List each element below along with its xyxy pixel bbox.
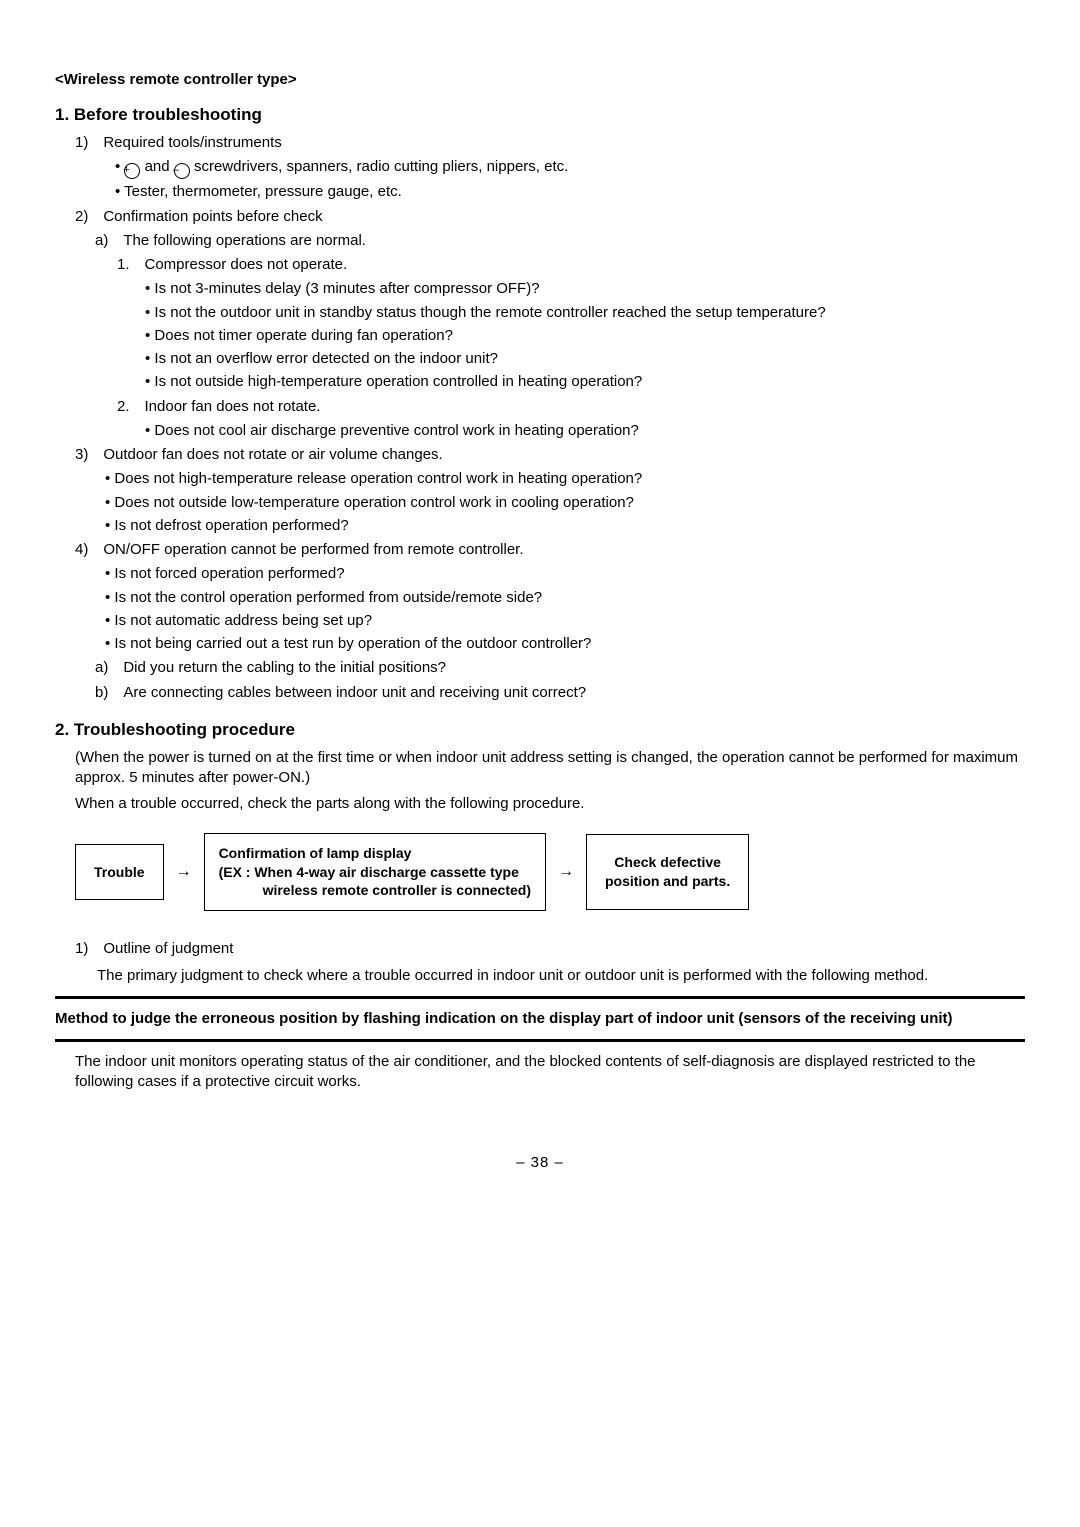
method-para: The indoor unit monitors operating statu… [75,1052,1025,1093]
b1-mid: and [140,158,173,175]
flow-box-check: Check defective position and parts. [586,834,749,910]
s1-3-b1: • Does not high-temperature release oper… [55,469,1025,489]
s1-item-2a-2: 2. Indoor fan does not rotate. [55,397,1025,417]
flow-diagram: Trouble → Confirmation of lamp display (… [75,833,1025,912]
b1-post: screwdrivers, spanners, radio cutting pl… [190,158,569,175]
flow-box-trouble: Trouble [75,844,164,901]
method-title: Method to judge the erroneous position b… [55,1009,1025,1029]
s1-3-b2: • Does not outside low-temperature opera… [55,493,1025,513]
s2-para-1: (When the power is turned on at the firs… [75,748,1025,789]
flow-box2-l3: wireless remote controller is connected) [219,881,531,900]
wireless-title: <Wireless remote controller type> [55,70,1025,90]
arrow-icon-1: → [176,861,192,883]
s2-item-1: 1) Outline of judgment [55,939,1025,959]
s1-item-4: 4) ON/OFF operation cannot be performed … [55,540,1025,560]
s1-item-2a-1: 1. Compressor does not operate. [55,255,1025,275]
arrow-icon-2: → [558,861,574,883]
s1-item-1-bullet-2: • Tester, thermometer, pressure gauge, e… [55,182,1025,202]
s1-3-b3: • Is not defrost operation performed? [55,516,1025,536]
flow-box3-l2: position and parts. [605,872,730,891]
s2-para-2: When a trouble occurred, check the parts… [75,794,1025,814]
page-number: – 38 – [55,1153,1025,1173]
s1-4-b1: • Is not forced operation performed? [55,564,1025,584]
s1-2a1-b2: • Is not the outdoor unit in standby sta… [55,303,1025,323]
divider-bottom [55,1039,1025,1042]
s1-2a2-b1: • Does not cool air discharge preventive… [55,421,1025,441]
flow-box2-l2: (EX : When 4-way air discharge cassette … [219,863,531,882]
s1-item-1: 1) Required tools/instruments [55,133,1025,153]
plus-icon: + [124,163,140,179]
s1-2a1-b5: • Is not outside high-temperature operat… [55,372,1025,392]
s1-4-b3: • Is not automatic address being set up? [55,611,1025,631]
flow-box3-l1: Check defective [605,853,730,872]
section-1-heading: 1. Before troubleshooting [55,104,1025,127]
minus-icon: – [174,163,190,179]
s2-item-1-para: The primary judgment to check where a tr… [97,966,1025,986]
section-2-heading: 2. Troubleshooting procedure [55,719,1025,742]
s1-item-2: 2) Confirmation points before check [55,207,1025,227]
s1-item-1-bullet-1: • + and – screwdrivers, spanners, radio … [55,157,1025,179]
s1-item-2a: a) The following operations are normal. [55,231,1025,251]
s1-4-b: b) Are connecting cables between indoor … [55,683,1025,703]
s1-4-a: a) Did you return the cabling to the ini… [55,658,1025,678]
s1-item-3: 3) Outdoor fan does not rotate or air vo… [55,445,1025,465]
s1-4-b4: • Is not being carried out a test run by… [55,634,1025,654]
s1-2a1-b4: • Is not an overflow error detected on t… [55,349,1025,369]
s1-2a1-b1: • Is not 3-minutes delay (3 minutes afte… [55,279,1025,299]
flow-box2-l1: Confirmation of lamp display [219,844,531,863]
s1-4-b2: • Is not the control operation performed… [55,588,1025,608]
s1-2a1-b3: • Does not timer operate during fan oper… [55,326,1025,346]
divider-top [55,996,1025,999]
flow-box-confirmation: Confirmation of lamp display (EX : When … [204,833,546,912]
